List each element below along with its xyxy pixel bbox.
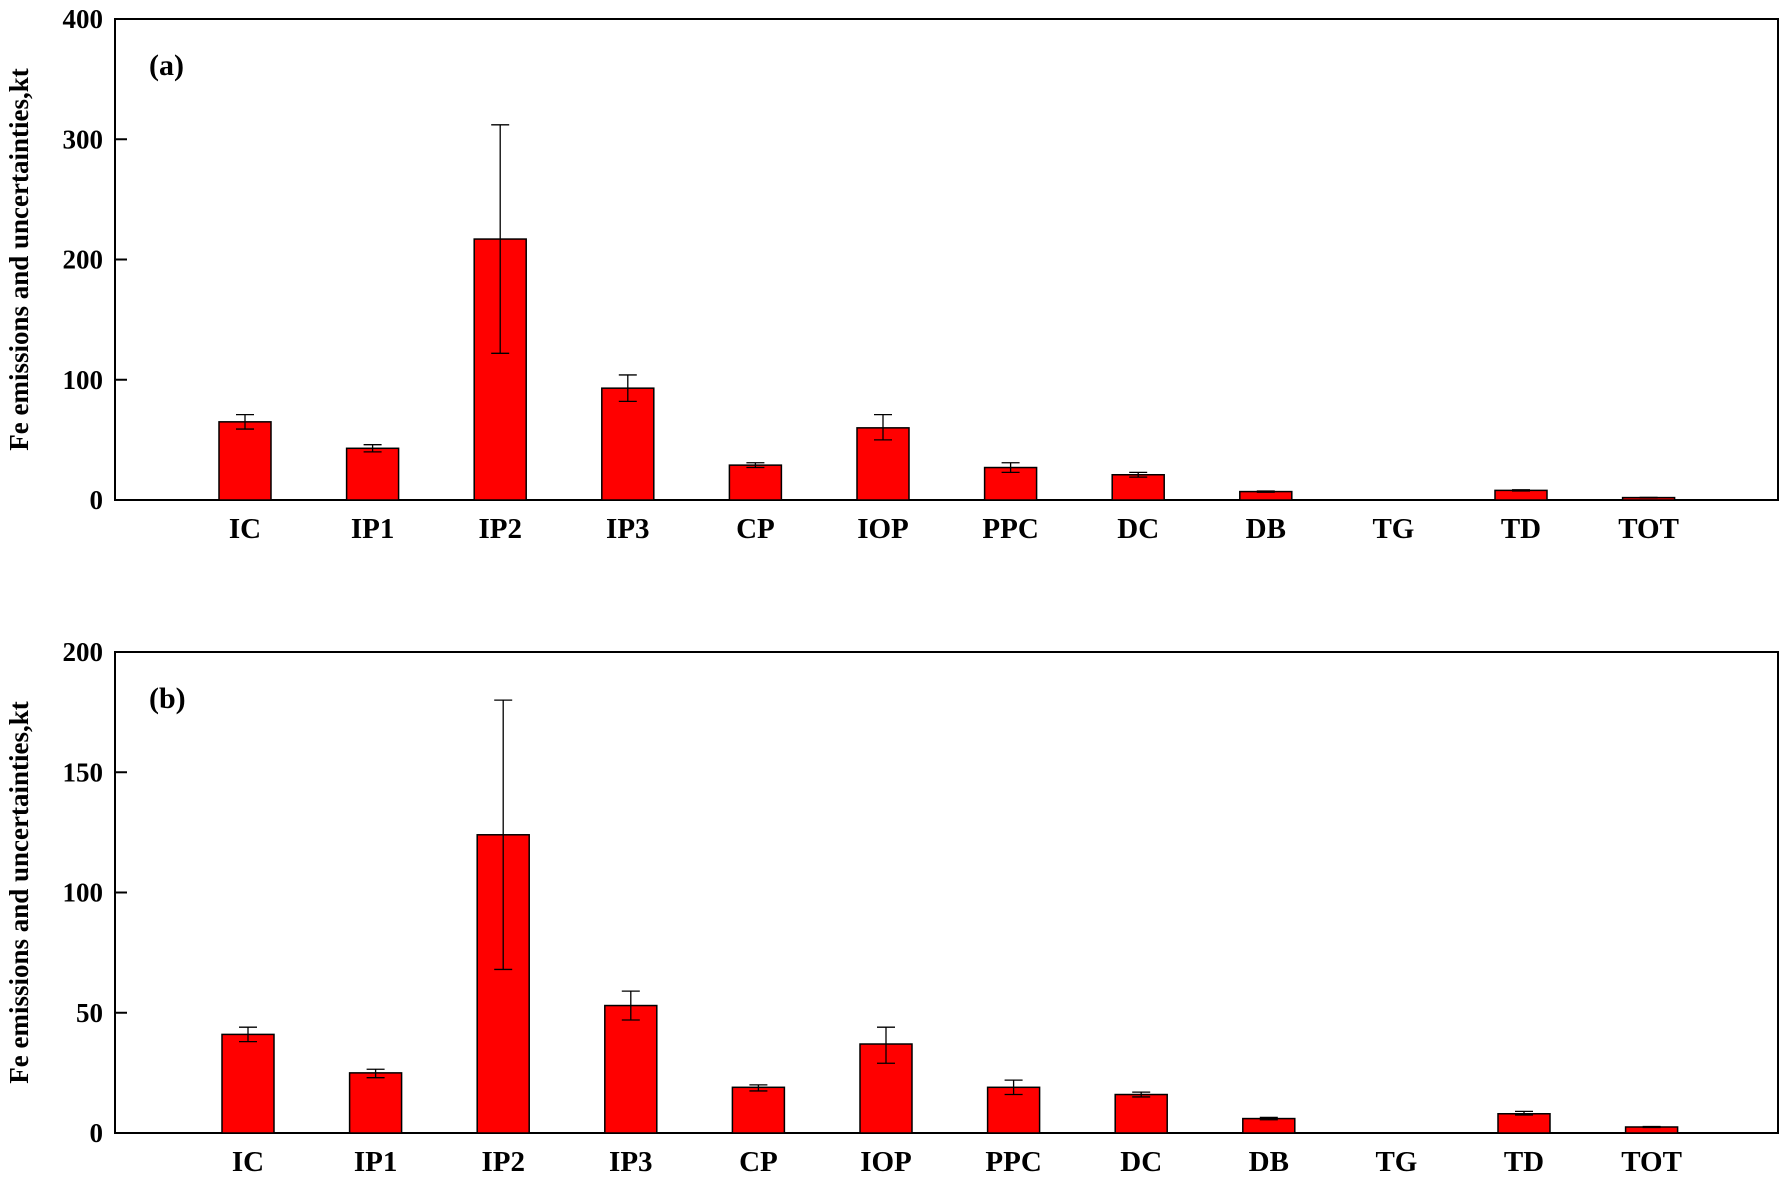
panel-b-bar-TD: [1497, 1113, 1551, 1134]
panel-b-ytick-label-0: 0: [90, 1118, 104, 1148]
panel-a-xtick-label-IP1: IP1: [351, 513, 395, 545]
panel-b-ytick-label-4: 200: [63, 637, 104, 667]
panel-a-xtick-label-IP2: IP2: [478, 513, 522, 545]
panel-a-ytick-label-2: 200: [63, 245, 104, 275]
panel-a-xtick-label-PPC: PPC: [982, 513, 1038, 545]
panel-a-bar-IP1: [345, 447, 400, 501]
panel-b-xtick-label-TOT: TOT: [1621, 1146, 1682, 1178]
panel-a-bar-DC: [1111, 473, 1165, 501]
panel-b-bar-DB: [1242, 1117, 1296, 1134]
panel-a-xtick-label-TOT: TOT: [1618, 513, 1679, 545]
panel-b-label: (b): [149, 682, 186, 715]
panel-b-bar-DC: [1114, 1093, 1168, 1134]
panel-b-y-axis-title: Fe emissions and uncertainties,kt: [4, 701, 34, 1084]
panel-b-xtick-label-CP: CP: [739, 1146, 778, 1178]
panel-b-bar-IC: [221, 1033, 275, 1134]
panel-b-ytick-label-3: 150: [63, 757, 104, 787]
panel-a-xtick-label-IP3: IP3: [606, 513, 650, 545]
panel-a-bar-TD: [1494, 489, 1548, 501]
panel-b-xtick-label-IP2: IP2: [481, 1146, 525, 1178]
panel-a-xtick-label-IC: IC: [229, 513, 261, 545]
panel-a-bar-IC: [218, 421, 272, 501]
panel-b-xtick-label-IC: IC: [232, 1146, 264, 1178]
panel-a-xtick-label-TD: TD: [1501, 513, 1541, 545]
panel-a-bar-DB: [1239, 490, 1293, 501]
panel-a-label: (a): [149, 49, 184, 82]
panel-a-bar-IP3: [601, 387, 655, 501]
panel-b-xtick-label-TG: TG: [1375, 1146, 1417, 1178]
panel-a-xtick-label-DC: DC: [1117, 513, 1159, 545]
panel-a-xtick-label-IOP: IOP: [857, 513, 909, 545]
panel-b-frame: [114, 651, 1779, 1134]
panel-b-bar-PPC: [986, 1086, 1041, 1134]
panel-a-ytick-label-3: 300: [63, 124, 104, 154]
panel-b-xtick-label-IP1: IP1: [354, 1146, 398, 1178]
panel-b-xtick-label-IP3: IP3: [609, 1146, 653, 1178]
panel-a-xtick-label-TG: TG: [1372, 513, 1414, 545]
panel-a-ytick-label-4: 400: [63, 4, 104, 34]
panel-b-bar-IP3: [604, 1004, 658, 1134]
panel-a-y-axis-title: Fe emissions and uncertainties,kt: [4, 68, 34, 451]
panel-a-xtick-label-DB: DB: [1246, 513, 1286, 545]
panel-b-xtick-label-DB: DB: [1249, 1146, 1289, 1178]
panel-b-bar-IP1: [348, 1072, 403, 1134]
panel-a-xtick-label-CP: CP: [736, 513, 775, 545]
panel-b-xtick-label-PPC: PPC: [985, 1146, 1041, 1178]
panel-b-xtick-label-TD: TD: [1504, 1146, 1544, 1178]
panel-a-bar-CP: [728, 464, 783, 501]
panel-b-xtick-label-DC: DC: [1120, 1146, 1162, 1178]
panel-b-ytick-label-1: 50: [76, 998, 103, 1028]
panel-a-ytick-label-0: 0: [90, 485, 104, 515]
panel-b-xtick-label-IOP: IOP: [860, 1146, 912, 1178]
panel-a-frame: [114, 18, 1779, 501]
panel-a-ytick-label-1: 100: [63, 365, 104, 395]
panel-b-bar-CP: [731, 1086, 786, 1134]
panel-b-ytick-label-2: 100: [63, 878, 104, 908]
